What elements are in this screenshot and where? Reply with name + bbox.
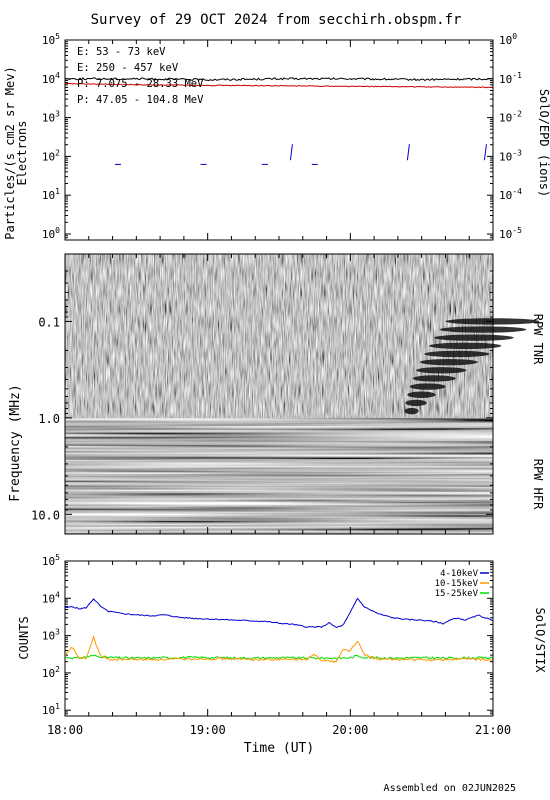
rpw-tick-label: 0.1 (38, 315, 60, 329)
epd-frame (64, 39, 494, 241)
stix-series-line (65, 654, 493, 660)
rpw-x-ticks (64, 254, 494, 534)
stix-legend-entry: 15-25keV (435, 589, 479, 599)
stix-y-axis: 101 102 103 104 105 (42, 553, 493, 717)
type-iii-burst (404, 318, 540, 415)
rpw-tick-label: 10.0 (31, 508, 60, 522)
tick-label: 10-1 (499, 71, 522, 86)
epd-data-point (483, 144, 487, 161)
tick-label: 103 (42, 110, 60, 125)
tick-label: 104 (42, 71, 60, 86)
stix-xlabel: Time (UT) (244, 741, 314, 756)
x-tick-label: 21:00 (475, 723, 511, 737)
epd-data-point (289, 144, 293, 161)
tick-label: 105 (42, 32, 60, 47)
tick-label: 10-2 (499, 110, 522, 125)
stix-x-axis: 18:00 19:00 20:00 21:00 (47, 561, 511, 737)
epd-ylabel-electrons: Electrons (15, 120, 29, 185)
epd-x-ticks (64, 40, 494, 240)
stix-legend-entry: 10-15keV (435, 579, 479, 589)
epd-right-label: SolO/EPD (ions) (537, 89, 550, 197)
tick-label: 101 (42, 702, 60, 717)
tick-label: 100 (42, 226, 60, 241)
stix-frame (64, 560, 494, 717)
stix-series-group (65, 597, 493, 664)
rpw-panel: 0.1 1.0 10.0 Frequency (MHz) RPW TNR RPW H… (8, 253, 545, 535)
stix-panel: 101 102 103 104 105 18:00 19:00 20:00 21:00 4-1… (17, 553, 547, 756)
tick-label: 104 (42, 590, 60, 605)
stix-legend-entry: 4-10keV (440, 569, 479, 579)
hfr-stripe-band (65, 418, 493, 534)
rpw-ylabel: Frequency (MHz) (8, 384, 23, 501)
tick-label: 100 (499, 32, 517, 47)
tick-label: 10-4 (499, 187, 522, 202)
burst-blob (416, 367, 467, 374)
rpw-y-axis: 0.1 1.0 10.0 (31, 253, 493, 522)
epd-ylabel: Particles/(s cm2 sr Mev) (3, 66, 17, 239)
stix-right-label: SolO/STIX (533, 607, 547, 673)
tick-label: 101 (42, 187, 60, 202)
tnr-noise-band (65, 254, 493, 418)
tick-label: 10-3 (499, 148, 522, 163)
tick-label: 103 (42, 628, 60, 643)
stix-series-line (65, 634, 493, 664)
burst-blob (429, 342, 502, 350)
burst-blob (434, 334, 514, 341)
epd-series-group (65, 29, 493, 165)
epd-y2-axis: 10-5 10-4 10-3 10-2 10-1 100 (487, 32, 522, 241)
tick-label: 102 (42, 665, 60, 680)
epd-series-line (65, 77, 493, 82)
stix-ylabel: COUNTS (17, 616, 31, 659)
burst-blob (405, 399, 427, 407)
x-tick-label: 19:00 (190, 723, 226, 737)
x-tick-label: 20:00 (332, 723, 368, 737)
rpw-tnr-label: RPW TNR (531, 314, 545, 365)
epd-series-line (65, 82, 493, 89)
tick-label: 10-5 (499, 226, 522, 241)
epd-legend: E: 53 - 73 keV E: 250 - 457 keV P: 7.075 -… (77, 46, 204, 106)
figure-title: Survey of 29 OCT 2024 from secchirh.obsp… (91, 12, 462, 28)
tick-label: 102 (42, 148, 60, 163)
burst-blob (412, 375, 456, 382)
rpw-hfr-label: RPW HFR (531, 459, 545, 510)
epd-series-line (65, 29, 493, 33)
burst-blob (420, 358, 478, 366)
burst-blob (409, 383, 446, 390)
x-tick-label: 18:00 (47, 723, 83, 737)
stix-series-line (65, 597, 493, 629)
epd-data-point (406, 144, 410, 161)
burst-blob (424, 350, 490, 358)
epd-legend-entry: E: 250 - 457 keV (77, 62, 179, 74)
tick-label: 105 (42, 553, 60, 568)
epd-y-axis: 100 101 102 103 104 105 (42, 32, 71, 241)
burst-blob (439, 326, 527, 333)
burst-blob (407, 391, 436, 398)
burst-blob (404, 407, 419, 415)
rpw-tick-label: 1.0 (38, 412, 60, 426)
footer-note: Assembled on 02JUN2025 (384, 783, 516, 794)
epd-legend-entry: P: 47.05 - 104.8 MeV (77, 94, 204, 106)
epd-legend-entry: E: 53 - 73 keV (77, 46, 166, 58)
epd-legend-entry: P: 7.075 - 28.33 MeV (77, 78, 204, 90)
